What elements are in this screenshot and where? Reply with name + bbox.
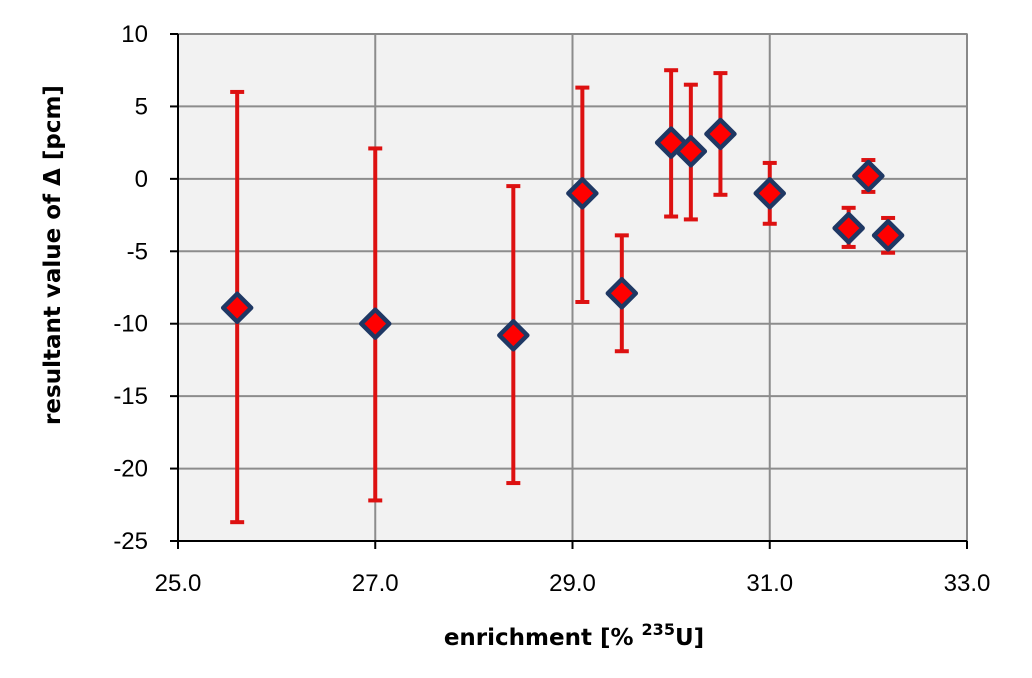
y-tick-label: 0: [135, 166, 148, 193]
y-tick-label: 10: [121, 21, 148, 48]
data-point-marker: [359, 307, 392, 340]
data-point-marker: [220, 291, 254, 325]
data-point-marker: [674, 135, 708, 168]
tick-labels: 10 5 0 -5 -10 -15 -20 -25 25.0 27.0 29.0 31.0 33.0: [113, 21, 990, 597]
data-point-marker: [871, 219, 905, 252]
data-point-marker: [852, 159, 885, 193]
x-axis-title: enrichment [% 235U]: [444, 620, 704, 651]
x-tick-label: 31.0: [746, 570, 793, 597]
data-point-marker: [654, 126, 688, 159]
x-axis-title-end: U]: [675, 625, 704, 651]
x-axis-title-superscript: 235: [642, 620, 675, 639]
data-points: [220, 117, 905, 352]
data-point-marker: [704, 117, 737, 151]
y-tick-label: -10: [113, 311, 148, 338]
y-tick-label: -25: [113, 528, 148, 555]
y-tick-label: 5: [135, 93, 148, 120]
y-tick-label: -20: [113, 456, 148, 483]
y-tick-label: -5: [127, 238, 148, 265]
data-point-marker: [832, 211, 865, 245]
y-tick-label: -15: [113, 383, 148, 410]
data-point-marker: [497, 319, 530, 352]
x-tick-label: 33.0: [944, 570, 991, 597]
data-point-marker: [605, 277, 639, 310]
x-tick-label: 27.0: [352, 570, 399, 597]
data-point-marker: [753, 177, 786, 210]
data-point-marker: [566, 177, 599, 210]
y-axis-title: resultant value of Δ [pcm]: [40, 85, 66, 425]
x-tick-label: 25.0: [155, 570, 202, 597]
axes: [170, 33, 968, 549]
x-axis-title-main: enrichment [%: [444, 625, 642, 651]
x-tick-label: 29.0: [549, 570, 596, 597]
